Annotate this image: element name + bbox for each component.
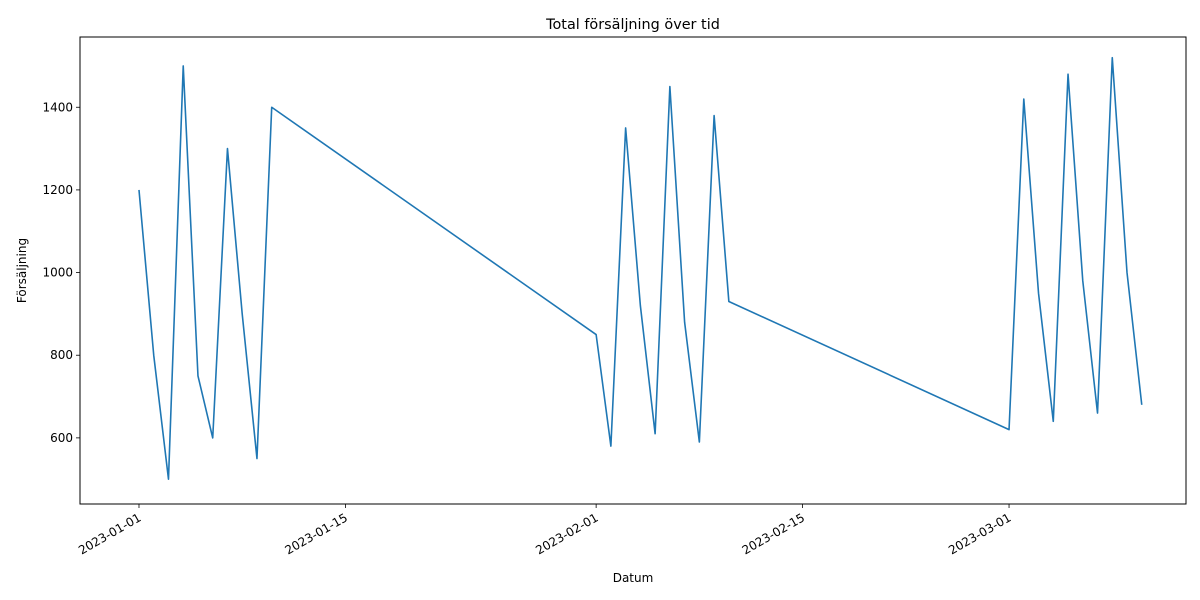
- plot-frame: [79, 36, 1187, 505]
- y-tick-label: 1000: [42, 266, 73, 280]
- y-axis: 600 800 1000 1200 1400: [42, 100, 80, 445]
- series-line: [138, 56, 1143, 481]
- y-tick-label: 600: [50, 431, 73, 445]
- y-tick-label: 1400: [42, 100, 73, 114]
- y-tick-label: 1200: [42, 183, 73, 197]
- x-axis-label: Datum: [613, 571, 654, 585]
- y-tick-label: 800: [50, 348, 73, 362]
- chart-title: Total försäljning över tid: [545, 17, 720, 33]
- plot-area: [138, 56, 1143, 481]
- y-axis-label: Försäljning: [15, 238, 29, 303]
